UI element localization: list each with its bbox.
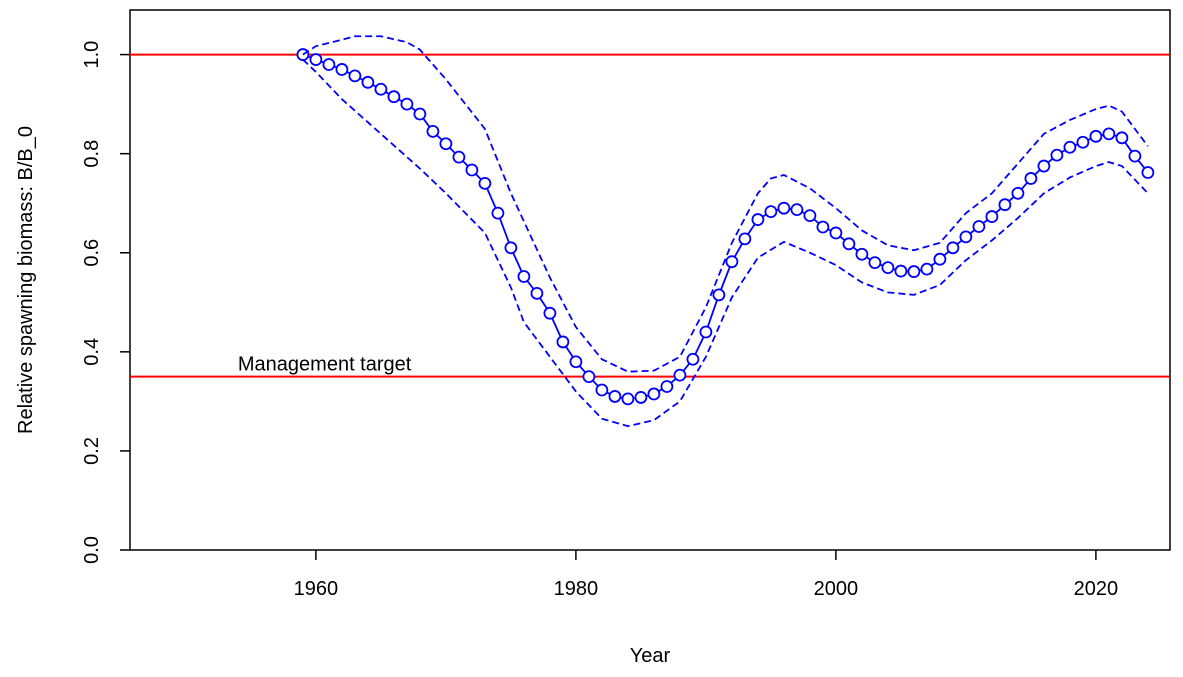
data-point [1050,148,1064,162]
data-point [1011,186,1025,200]
data-point [400,97,414,111]
data-point [673,368,687,382]
plot-box [129,9,1171,551]
data-point [881,261,895,275]
data-point [530,286,544,300]
data-point [543,306,557,320]
data-point [478,176,492,190]
y-tick-label: 0.0 [81,536,103,564]
x-axis-title: Year [630,645,671,667]
data-point [569,355,583,369]
y-tick-label: 1.0 [81,41,103,69]
data-point [1024,172,1038,185]
y-axis-title: Relative spawning biomass: B/B_0 [15,126,37,434]
data-point [1076,135,1090,149]
data-point [348,69,362,83]
series-line [302,53,1149,400]
data-point [309,53,323,66]
y-tick-label: 0.6 [81,239,103,267]
y-tick-label: 0.8 [81,140,103,168]
x-tick-label: 1960 [294,578,339,600]
data-point [1089,129,1103,143]
data-point [1141,166,1155,179]
data-point [725,255,739,269]
data-point [842,237,856,251]
data-point [491,206,505,220]
data-point [946,241,960,255]
data-point [868,256,882,270]
data-point [790,203,804,217]
data-point [335,63,349,76]
data-point [660,380,674,393]
data-point [387,90,401,104]
confidence-band [302,58,1149,428]
data-point [686,352,700,366]
data-point [933,252,947,266]
data-point [751,213,765,226]
annotation: Management target [238,354,412,376]
data-point [322,58,336,71]
data-point [894,264,908,278]
data-point [504,241,518,255]
data-point [699,325,713,339]
data-point [712,288,726,302]
data-point [1115,131,1129,145]
x-tick-label: 1980 [554,578,599,600]
data-point [374,82,388,96]
data-point [803,209,817,222]
data-point [764,205,778,219]
confidence-band [302,35,1149,373]
data-point [634,391,648,404]
y-tick-label: 0.4 [81,338,103,366]
data-point [647,387,661,401]
data-point [1063,140,1077,154]
data-point [621,392,635,406]
data-point [855,247,869,261]
data-point [777,201,791,215]
x-tick-label: 2020 [1074,578,1119,600]
data-point [452,150,466,164]
data-point [413,107,427,121]
data-point [998,198,1012,212]
data-point [465,163,479,177]
y-tick-label: 0.2 [81,437,103,465]
data-point [738,232,752,246]
data-point [595,383,609,397]
data-point [361,75,375,89]
data-point [1037,159,1051,173]
data-point [920,262,934,276]
data-point [972,220,986,233]
data-point [439,137,453,151]
data-point [816,220,830,234]
data-point [985,210,999,223]
data-point [426,124,440,138]
data-point [959,230,973,244]
data-point [556,335,570,349]
data-point [829,226,843,240]
data-point [517,270,531,283]
data-point [1128,149,1142,163]
data-point [582,370,596,384]
data-point [1102,127,1116,141]
data-point [608,390,622,403]
data-point [907,265,921,278]
x-tick-label: 2000 [814,578,859,600]
